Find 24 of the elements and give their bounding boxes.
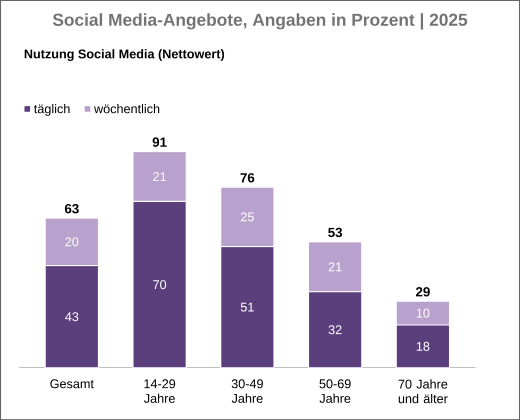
chart-subtitle: Nutzung Social Media (Nettowert) — [24, 49, 224, 61]
data-label: 21 — [153, 172, 166, 181]
total-label: 29 — [416, 287, 430, 296]
x-tick-label: 70 Jahre und älter — [398, 379, 448, 404]
chart-title: Social Media-Angebote, Angaben in Prozent | 2025 — [52, 13, 468, 30]
data-label: 20 — [65, 237, 78, 246]
legend-label: täglich — [34, 104, 70, 116]
legend-label: wöchentlich — [94, 104, 160, 114]
total-label: 76 — [240, 172, 254, 182]
data-label: 32 — [328, 325, 342, 334]
data-label: 70 — [153, 280, 166, 289]
x-tick-label: 30-49 Jahre — [232, 379, 263, 403]
data-label: 51 — [240, 302, 254, 312]
data-label: 10 — [416, 308, 430, 318]
x-tick-label: 14-29 Jahre — [144, 379, 176, 403]
x-tick-label: 50-69 Jahre — [319, 379, 351, 403]
data-label: 25 — [240, 212, 254, 222]
total-label: 63 — [64, 204, 79, 214]
x-tick-label: Gesamt — [50, 379, 94, 388]
data-label: 43 — [65, 312, 78, 322]
total-label: 53 — [328, 228, 342, 238]
data-label: 18 — [416, 342, 430, 351]
data-label: 21 — [328, 262, 342, 272]
total-label: 91 — [152, 137, 167, 147]
